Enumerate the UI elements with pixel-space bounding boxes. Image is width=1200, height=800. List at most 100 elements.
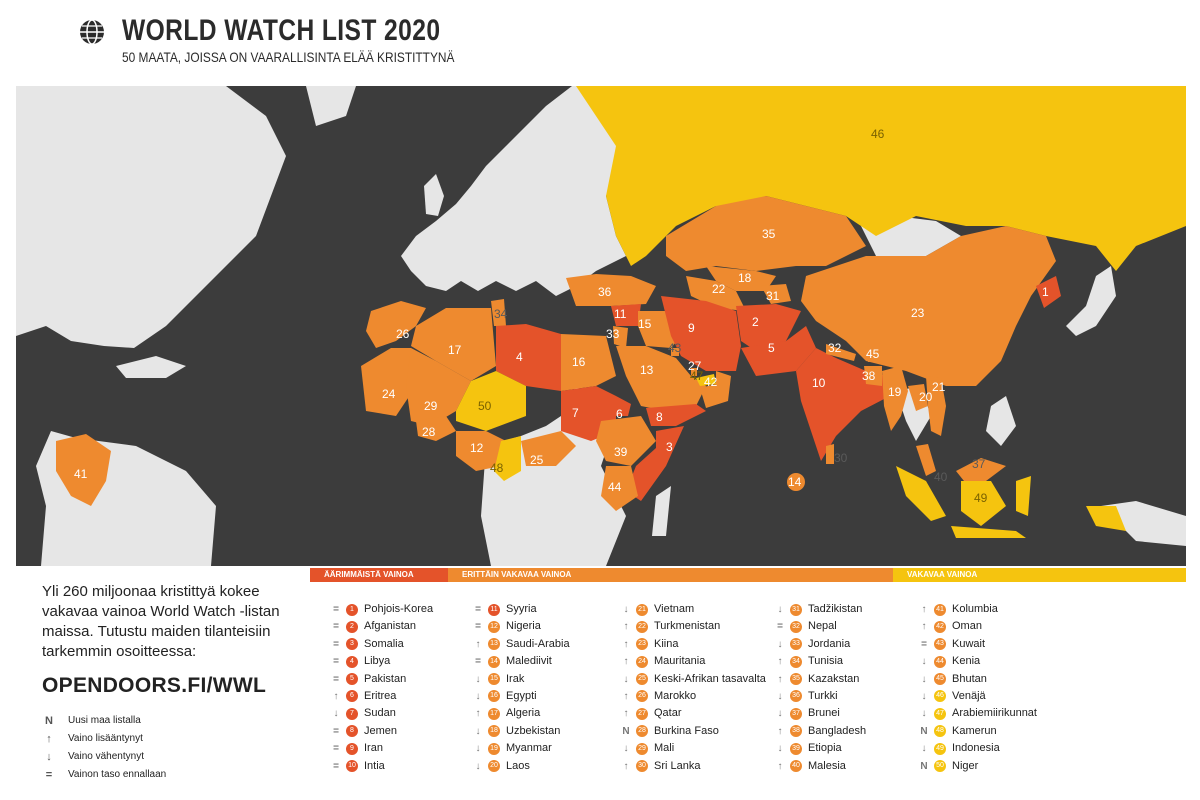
country-name: Kiina [654, 637, 679, 650]
severity-bands: ÄÄRIMMÄISTÄ VAINOA ERITTÄIN VAKAVAA VAIN… [310, 568, 1186, 582]
legend-item: = Vainon taso ennallaan [42, 766, 166, 784]
map-label-turkey: 36 [598, 285, 612, 299]
country-nepal [826, 344, 856, 361]
country-name: Sri Lanka [654, 759, 701, 772]
map-label-uae: 47 [690, 369, 704, 383]
rank-badge: 24 [636, 655, 648, 668]
rank-badge: 49 [934, 742, 946, 755]
country-name: Algeria [506, 707, 541, 720]
country-mali [406, 348, 471, 426]
map-label-nepal: 32 [828, 341, 842, 355]
map-label-india: 10 [812, 376, 826, 390]
arrow-down-icon: ↓ [46, 751, 52, 763]
country-name: Burkina Faso [654, 724, 719, 737]
arrow-down-icon: ↓ [921, 656, 927, 668]
new-icon: N [920, 725, 928, 737]
map-label-somalia: 3 [666, 440, 673, 454]
map-label-libya: 4 [516, 350, 523, 364]
rank-badge: 39 [790, 742, 802, 755]
rank-badge: 7 [346, 707, 358, 720]
rank-badge: 3 [346, 638, 358, 651]
country-oman [700, 371, 731, 408]
arrow-down-icon: ↓ [777, 690, 783, 702]
world-map: 1 2 3 4 5 6 7 8 9 10 11 12 13 14 15 16 1… [16, 86, 1186, 566]
map-label-egypt: 16 [572, 355, 586, 369]
country-name: Jemen [364, 724, 398, 737]
map-label-oman: 42 [704, 375, 718, 389]
country-tajikistan [761, 284, 791, 304]
new-icon: N [45, 715, 53, 727]
map-label-qatar: 27 [688, 359, 702, 373]
map-label-myanmar: 19 [888, 385, 902, 399]
map-label-uzbekistan: 18 [738, 271, 752, 285]
arrow-up-icon: ↑ [475, 708, 481, 720]
rank-badge: 2 [346, 620, 358, 633]
map-label-china: 23 [911, 306, 925, 320]
promo-url[interactable]: OPENDOORS.FI/WWL [42, 674, 267, 697]
map-label-sri-lanka: 30 [834, 451, 848, 465]
country-brunei [976, 462, 984, 471]
rank-badge: 14 [488, 655, 500, 668]
country-mauritania [361, 348, 416, 416]
country-name: Bangladesh [808, 724, 867, 737]
country-syria [611, 304, 641, 326]
new-icon: N [920, 760, 928, 772]
country-name: Kazakstan [808, 672, 860, 685]
map-label-malaysia: 40 [934, 470, 948, 484]
map-label-mali: 29 [424, 399, 438, 413]
country-name: Syyria [506, 603, 537, 615]
map-label-kazakhstan: 35 [762, 227, 776, 241]
band-very-high: ERITTÄIN VAKAVAA VAINOA [448, 568, 893, 582]
map-label-car: 25 [530, 453, 544, 467]
equals-icon: = [475, 621, 481, 633]
map-label-nigeria: 12 [470, 441, 484, 455]
rank-badge: 46 [934, 690, 946, 703]
country-qatar [691, 368, 697, 376]
land-greenland [306, 86, 356, 126]
map-label-bangladesh: 38 [862, 369, 876, 383]
country-turkey [566, 274, 656, 306]
country-name: Tadžikistan [808, 603, 863, 615]
rank-badge: 17 [488, 707, 500, 720]
equals-icon: = [333, 743, 339, 755]
country-somalia [626, 426, 684, 501]
country-name: Etiopia [808, 742, 842, 755]
country-burkina-faso [416, 416, 456, 441]
map-label-burkina-faso: 28 [422, 425, 436, 439]
page-subtitle: 50 MAATA, JOISSA ON VAARALLISINTA ELÄÄ K… [122, 49, 455, 65]
country-nigeria [456, 431, 506, 471]
legend-label: Vainon taso ennallaan [68, 769, 167, 780]
map-label-algeria: 17 [448, 343, 462, 357]
equals-icon: = [921, 638, 927, 650]
country-name: Intia [364, 759, 385, 772]
equals-icon: = [333, 725, 339, 737]
arrow-up-icon: ↑ [623, 656, 629, 668]
arrow-up-icon: ↑ [777, 656, 783, 668]
country-pakistan [741, 326, 816, 376]
rank-badge: 16 [488, 690, 500, 703]
land-north-america [16, 86, 286, 348]
country-afghanistan [736, 304, 801, 351]
country-libya [496, 324, 561, 391]
country-name: Uzbekistan [506, 724, 561, 737]
arrow-down-icon: ↓ [921, 690, 927, 702]
country-name: Iran [364, 742, 383, 755]
arrow-up-icon: ↑ [623, 621, 629, 633]
map-label-brunei: 37 [972, 457, 986, 471]
country-name: Brunei [808, 707, 840, 720]
rank-badge: 10 [346, 760, 358, 773]
country-laos [908, 384, 928, 411]
country-name: Bhutan [952, 672, 987, 685]
rank-badge: 34 [790, 655, 802, 668]
country-name: Malediivit [506, 655, 552, 668]
country-kenya [601, 466, 638, 511]
arrow-down-icon: ↓ [475, 760, 481, 772]
country-yemen [646, 404, 706, 426]
arrow-down-icon: ↓ [777, 708, 783, 720]
rank-badge: 11 [488, 603, 500, 616]
country-saudi-arabia [616, 346, 706, 411]
map-label-tunisia: 34 [494, 307, 508, 321]
country-china [801, 226, 1056, 386]
rank-badge: 9 [346, 742, 358, 755]
map-label-eritrea: 6 [616, 407, 623, 421]
